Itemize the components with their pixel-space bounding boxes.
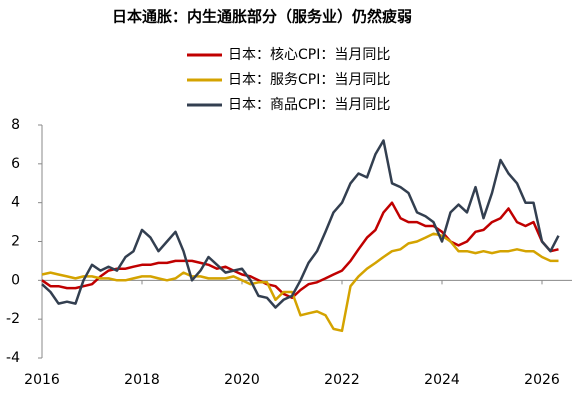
- x-tick-label: 2018: [124, 372, 160, 388]
- x-tick-label: 2022: [324, 372, 360, 388]
- y-tick-label: 6: [11, 156, 20, 172]
- chart-title: 日本通胀：内生通胀部分（服务业）仍然疲弱: [112, 8, 412, 26]
- x-tick-label: 2016: [24, 372, 60, 388]
- series-line: [41, 201, 559, 300]
- legend-label: 日本：核心CPI：当月同比: [228, 47, 390, 63]
- legend-label: 日本：商品CPI：当月同比: [228, 97, 390, 113]
- y-tick-label: 0: [11, 272, 20, 288]
- y-tick-label: 8: [11, 117, 20, 133]
- x-tick-label: 2020: [224, 372, 260, 388]
- x-tick-label: 2026: [524, 372, 560, 388]
- y-tick-label: -2: [6, 311, 20, 327]
- legend-label: 日本：服务CPI：当月同比: [228, 72, 390, 88]
- x-tick-label: 2024: [424, 372, 460, 388]
- y-tick-label: -4: [6, 350, 20, 366]
- series-line: [41, 139, 560, 309]
- y-tick-label: 2: [11, 234, 20, 250]
- y-tick-label: 4: [11, 195, 20, 211]
- series-line: [41, 232, 559, 333]
